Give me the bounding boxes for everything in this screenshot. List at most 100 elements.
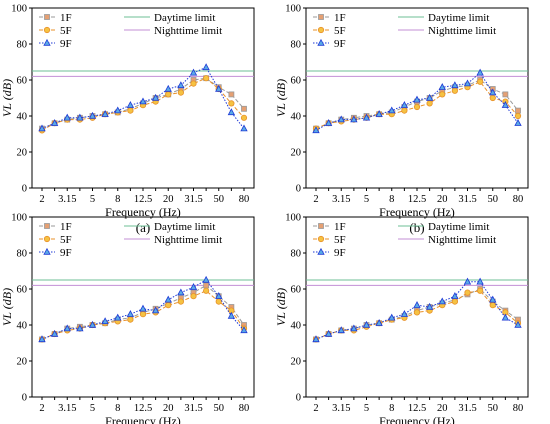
y-tick-label: 100 (11, 4, 27, 15)
legend-label: 1F (60, 221, 72, 233)
data-point (165, 91, 172, 98)
x-tick-label: 5 (90, 403, 95, 414)
legend-label: 9F (60, 38, 72, 50)
y-tick-label: 60 (291, 285, 302, 296)
x-tick-label: 2 (313, 194, 318, 205)
data-point (227, 311, 236, 319)
data-point (139, 304, 147, 312)
series-9f (38, 63, 248, 132)
x-axis-title: Frequency (Hz) (379, 414, 455, 424)
data-point (388, 106, 396, 114)
y-tick-label: 20 (291, 148, 302, 159)
data-point (451, 81, 459, 89)
legend-label: Nighttime limit (154, 234, 222, 246)
x-tick-label: 5 (90, 194, 95, 205)
legend-label: 5F (334, 25, 346, 37)
data-point (189, 283, 198, 290)
data-point (501, 313, 510, 321)
data-point (189, 68, 198, 76)
data-point (477, 287, 484, 294)
data-point (451, 87, 458, 94)
series-9f (38, 275, 248, 343)
data-point (413, 103, 421, 111)
data-point (126, 101, 135, 108)
data-point (337, 326, 345, 334)
data-point (190, 80, 197, 87)
x-tick-label: 5 (364, 403, 369, 414)
x-tick-label: 5 (364, 194, 369, 205)
x-tick-label: 12.5 (134, 403, 152, 414)
data-point (477, 78, 484, 85)
legend-label: 9F (60, 247, 72, 259)
x-tick-label: 12.5 (408, 194, 426, 205)
data-point (228, 100, 235, 107)
series-9f (312, 68, 522, 134)
x-tick-label: 31.5 (184, 194, 202, 205)
x-tick-label: 3.15 (58, 403, 76, 414)
data-point (362, 320, 371, 328)
data-point (514, 320, 522, 328)
data-point (202, 63, 210, 71)
data-point (375, 319, 383, 326)
data-point (464, 289, 471, 296)
data-point (312, 335, 320, 343)
data-point (413, 309, 421, 316)
x-tick-label: 8 (115, 403, 120, 414)
data-point (215, 84, 223, 92)
data-point (240, 326, 248, 334)
legend-label: Nighttime limit (154, 25, 222, 37)
data-point (38, 124, 46, 132)
data-point (401, 107, 408, 114)
data-point (241, 105, 247, 112)
series-line (315, 72, 519, 131)
legend-marker (318, 14, 324, 20)
x-tick-label: 80 (239, 194, 250, 205)
chart-panel: 0 20 40 60 80 100 2 3.15 5 8 12.5 20 31.5 50 80 Frequen… (274, 213, 529, 424)
data-point (375, 110, 383, 117)
legend-label: Daytime limit (428, 12, 489, 24)
data-point (489, 295, 497, 303)
x-tick-label: 12.5 (408, 403, 426, 414)
data-point (463, 79, 472, 87)
legend-label: 5F (60, 25, 72, 37)
x-tick-label: 8 (389, 403, 394, 414)
data-point (476, 68, 484, 76)
data-point (164, 84, 172, 92)
legend-marker (44, 14, 50, 20)
legend-label: Daytime limit (154, 12, 215, 24)
data-point (215, 292, 223, 299)
y-tick-label: 20 (291, 357, 302, 368)
chart-panel: 0 20 40 60 80 100 2 3.15 5 8 12.5 20 31.5 50 80 Frequen… (0, 4, 255, 235)
y-axis-title: VL (dB) (0, 288, 14, 326)
legend-marker (43, 38, 51, 46)
data-point (489, 302, 496, 309)
data-point (203, 282, 210, 289)
data-point (438, 83, 446, 90)
data-point (400, 310, 409, 317)
legend-label: 9F (334, 247, 346, 259)
legend-marker (318, 223, 324, 229)
data-point (337, 115, 345, 123)
data-point (127, 107, 134, 114)
legend-label: Nighttime limit (428, 234, 496, 246)
data-point (324, 329, 333, 337)
x-tick-label: 80 (239, 403, 250, 414)
x-tick-label: 2 (39, 403, 44, 414)
y-tick-label: 40 (17, 112, 28, 123)
legend-marker (44, 223, 50, 229)
data-point (50, 119, 59, 126)
data-point (164, 295, 172, 303)
legend-label: Daytime limit (428, 221, 489, 233)
legend-label: Daytime limit (154, 221, 215, 233)
y-tick-label: 0 (22, 393, 27, 404)
y-axis-title: VL (dB) (274, 288, 288, 326)
data-point (203, 287, 210, 294)
data-point (502, 91, 509, 98)
data-point (76, 113, 84, 121)
data-point (362, 113, 371, 121)
data-point (240, 124, 248, 132)
y-tick-label: 0 (296, 184, 301, 195)
data-point (451, 298, 458, 305)
data-point (350, 115, 358, 123)
